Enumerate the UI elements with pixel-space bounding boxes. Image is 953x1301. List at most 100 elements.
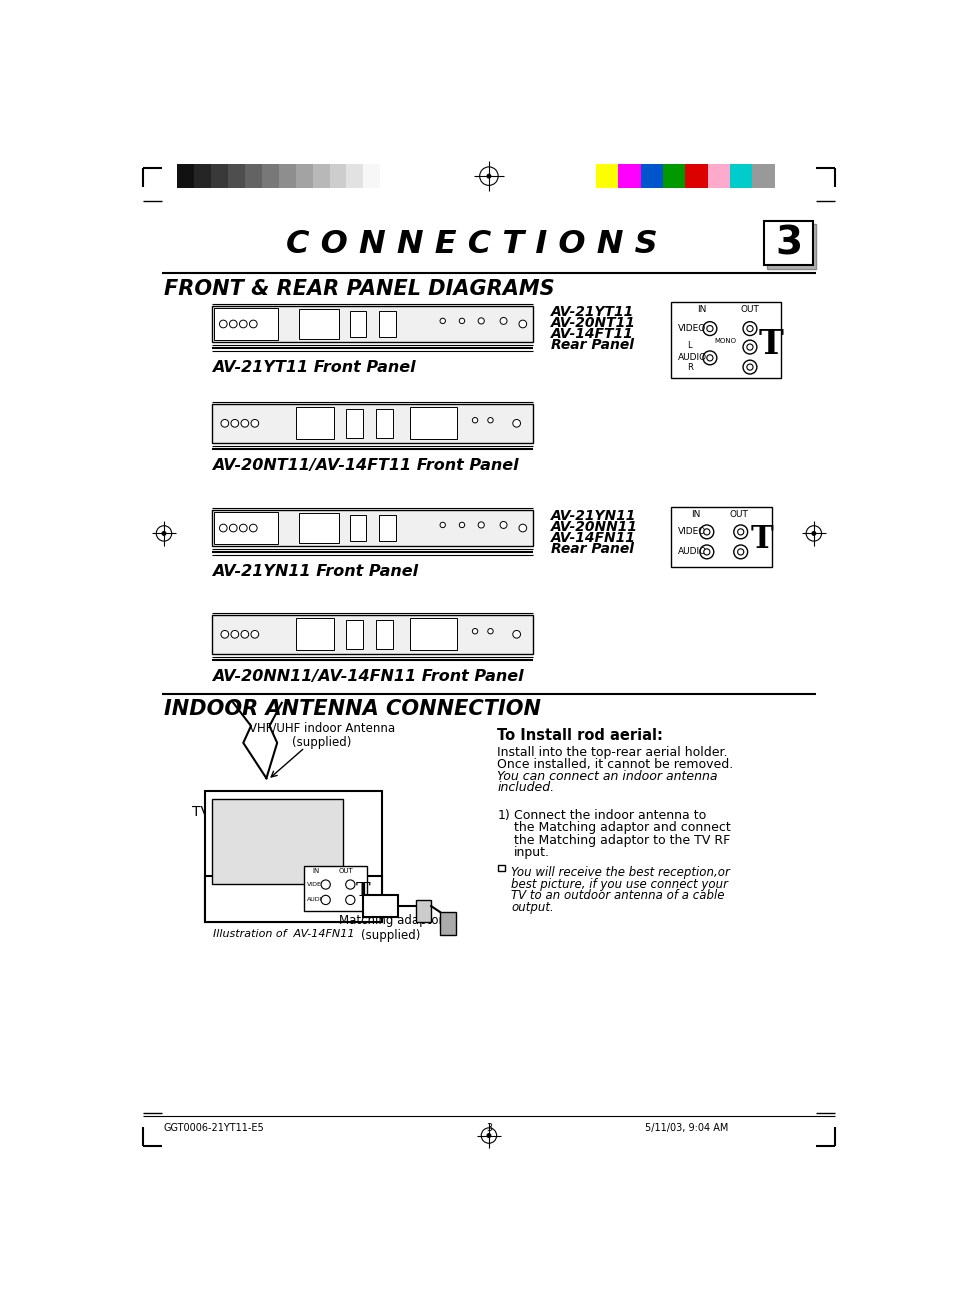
Text: 3: 3 (774, 224, 801, 262)
Bar (228, 164, 245, 189)
Text: Once installed, it cannot be removed.: Once installed, it cannot be removed. (497, 758, 733, 771)
Bar (729, 164, 752, 189)
Text: 3: 3 (485, 1123, 492, 1133)
Text: Matching adaptor
(supplied): Matching adaptor (supplied) (338, 913, 443, 942)
Text: AV-21YT11 Front Panel: AV-21YT11 Front Panel (213, 360, 416, 376)
Bar (349, 515, 366, 541)
Text: AV-21YN11 Front Panel: AV-21YN11 Front Panel (213, 565, 418, 579)
Circle shape (221, 631, 229, 637)
Text: C O N N E C T I O N S: C O N N E C T I O N S (286, 229, 658, 260)
Circle shape (742, 321, 756, 336)
Circle shape (439, 319, 445, 324)
Circle shape (487, 418, 493, 423)
Bar (375, 619, 393, 649)
Bar (304, 866, 367, 911)
Bar (497, 865, 504, 872)
Circle shape (249, 320, 257, 328)
Bar (211, 164, 228, 189)
Text: T: T (750, 524, 773, 556)
Circle shape (239, 524, 247, 532)
Circle shape (219, 524, 227, 532)
Text: AV-20NT11/AV-14FT11 Front Panel: AV-20NT11/AV-14FT11 Front Panel (213, 458, 518, 474)
Text: T: T (355, 882, 370, 900)
Bar (329, 164, 346, 189)
Circle shape (746, 325, 752, 332)
Bar (662, 164, 684, 189)
Bar (618, 164, 640, 189)
Bar (193, 164, 211, 189)
Circle shape (321, 895, 330, 904)
Circle shape (499, 522, 506, 528)
Text: TV: TV (193, 805, 211, 820)
Circle shape (229, 320, 237, 328)
Text: Connect the indoor antenna to: Connect the indoor antenna to (514, 809, 706, 822)
Text: included.: included. (497, 781, 554, 794)
Circle shape (486, 174, 491, 178)
Bar (261, 164, 278, 189)
Bar (375, 409, 393, 438)
Circle shape (249, 524, 257, 532)
Bar (410, 618, 456, 650)
Circle shape (251, 631, 258, 637)
Circle shape (458, 522, 464, 528)
Bar (213, 308, 277, 340)
Circle shape (737, 528, 743, 535)
Text: INDOOR ANTENNA CONNECTION: INDOOR ANTENNA CONNECTION (164, 699, 540, 719)
Bar (596, 164, 618, 189)
Text: You will receive the best reception,or: You will receive the best reception,or (511, 866, 729, 879)
Bar (213, 306, 533, 342)
Text: AV-21YN11: AV-21YN11 (551, 510, 636, 523)
Text: output.: output. (511, 900, 554, 913)
Text: AUDIO: AUDIO (677, 354, 706, 363)
Bar (349, 311, 366, 337)
Text: TV to an outdoor antenna of a cable: TV to an outdoor antenna of a cable (511, 889, 724, 902)
Circle shape (746, 364, 752, 371)
Circle shape (231, 419, 238, 427)
Circle shape (706, 325, 712, 332)
Text: Illustration of  AV-14FN11: Illustration of AV-14FN11 (213, 929, 354, 939)
Circle shape (702, 351, 716, 364)
Bar (298, 310, 338, 338)
Bar (278, 164, 295, 189)
Bar (378, 515, 395, 541)
Text: MONO: MONO (714, 338, 736, 343)
Circle shape (499, 317, 506, 324)
Text: You can connect an indoor antenna: You can connect an indoor antenna (497, 770, 718, 783)
Text: Install into the top-rear aerial holder.: Install into the top-rear aerial holder. (497, 747, 727, 760)
Circle shape (239, 320, 247, 328)
Text: AUDIO: AUDIO (307, 898, 328, 903)
Circle shape (345, 895, 355, 904)
Text: T: T (759, 328, 783, 362)
Circle shape (221, 419, 229, 427)
Text: VIDEO: VIDEO (677, 527, 705, 536)
Circle shape (472, 418, 477, 423)
Circle shape (733, 545, 747, 559)
Bar (205, 791, 381, 922)
Bar (213, 615, 533, 653)
Circle shape (241, 631, 249, 637)
Circle shape (703, 549, 709, 556)
Circle shape (345, 879, 355, 889)
Text: VIDEO: VIDEO (677, 324, 705, 333)
Text: AV-20NN11/AV-14FN11 Front Panel: AV-20NN11/AV-14FN11 Front Panel (213, 669, 523, 684)
Text: Rear Panel: Rear Panel (551, 541, 634, 556)
Circle shape (513, 631, 520, 637)
Bar (766, 224, 816, 268)
Text: Rear Panel: Rear Panel (551, 338, 634, 351)
Text: AV-20NN11: AV-20NN11 (551, 520, 638, 535)
Circle shape (518, 524, 526, 532)
Text: IN: IN (691, 510, 700, 519)
Circle shape (746, 343, 752, 350)
Text: VIDEO: VIDEO (307, 882, 327, 887)
Text: OUT: OUT (729, 510, 748, 519)
Circle shape (487, 628, 493, 634)
Text: AUDIO: AUDIO (677, 548, 706, 557)
Bar (363, 895, 397, 917)
Bar (763, 221, 812, 265)
Bar (378, 311, 395, 337)
Bar (295, 164, 313, 189)
Circle shape (486, 1133, 491, 1137)
Circle shape (241, 419, 249, 427)
Bar (177, 164, 193, 189)
Bar (684, 164, 707, 189)
